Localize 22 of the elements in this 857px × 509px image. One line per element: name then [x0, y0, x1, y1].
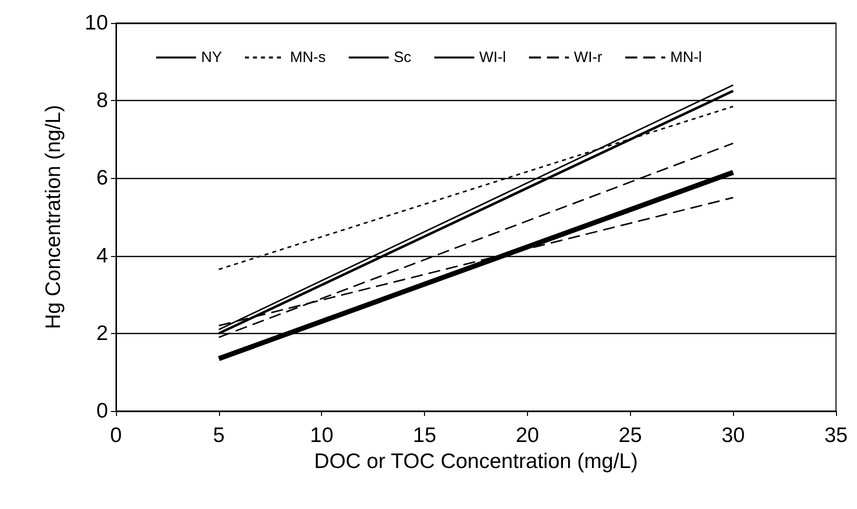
x-tick-label: 5 — [213, 424, 225, 447]
y-tick-label: 8 — [96, 89, 108, 112]
legend-label: Sc — [394, 49, 412, 66]
y-tick-label: 10 — [84, 12, 108, 34]
x-tick-label: 25 — [618, 424, 642, 447]
x-axis-title: DOC or TOC Concentration (mg/L) — [314, 450, 638, 473]
y-tick-label: 0 — [96, 400, 108, 422]
x-tick-label: 20 — [516, 424, 540, 447]
x-tick-label: 10 — [310, 424, 334, 447]
y-axis-title: Hg Concentration (ng/L) — [42, 104, 65, 330]
legend-label: WI-l — [479, 49, 506, 66]
legend-label: NY — [201, 49, 222, 66]
x-tick-label: 35 — [824, 424, 848, 447]
y-tick-label: 4 — [96, 244, 108, 268]
legend-label: WI-r — [574, 49, 602, 66]
y-tick-label: 6 — [96, 166, 108, 190]
legend-label: MN-l — [670, 49, 702, 66]
y-tick-label: 2 — [96, 322, 108, 345]
x-tick-label: 0 — [110, 424, 122, 447]
legend-label: MN-s — [290, 49, 326, 66]
x-tick-label: 30 — [721, 424, 745, 447]
x-tick-label: 15 — [412, 424, 436, 447]
